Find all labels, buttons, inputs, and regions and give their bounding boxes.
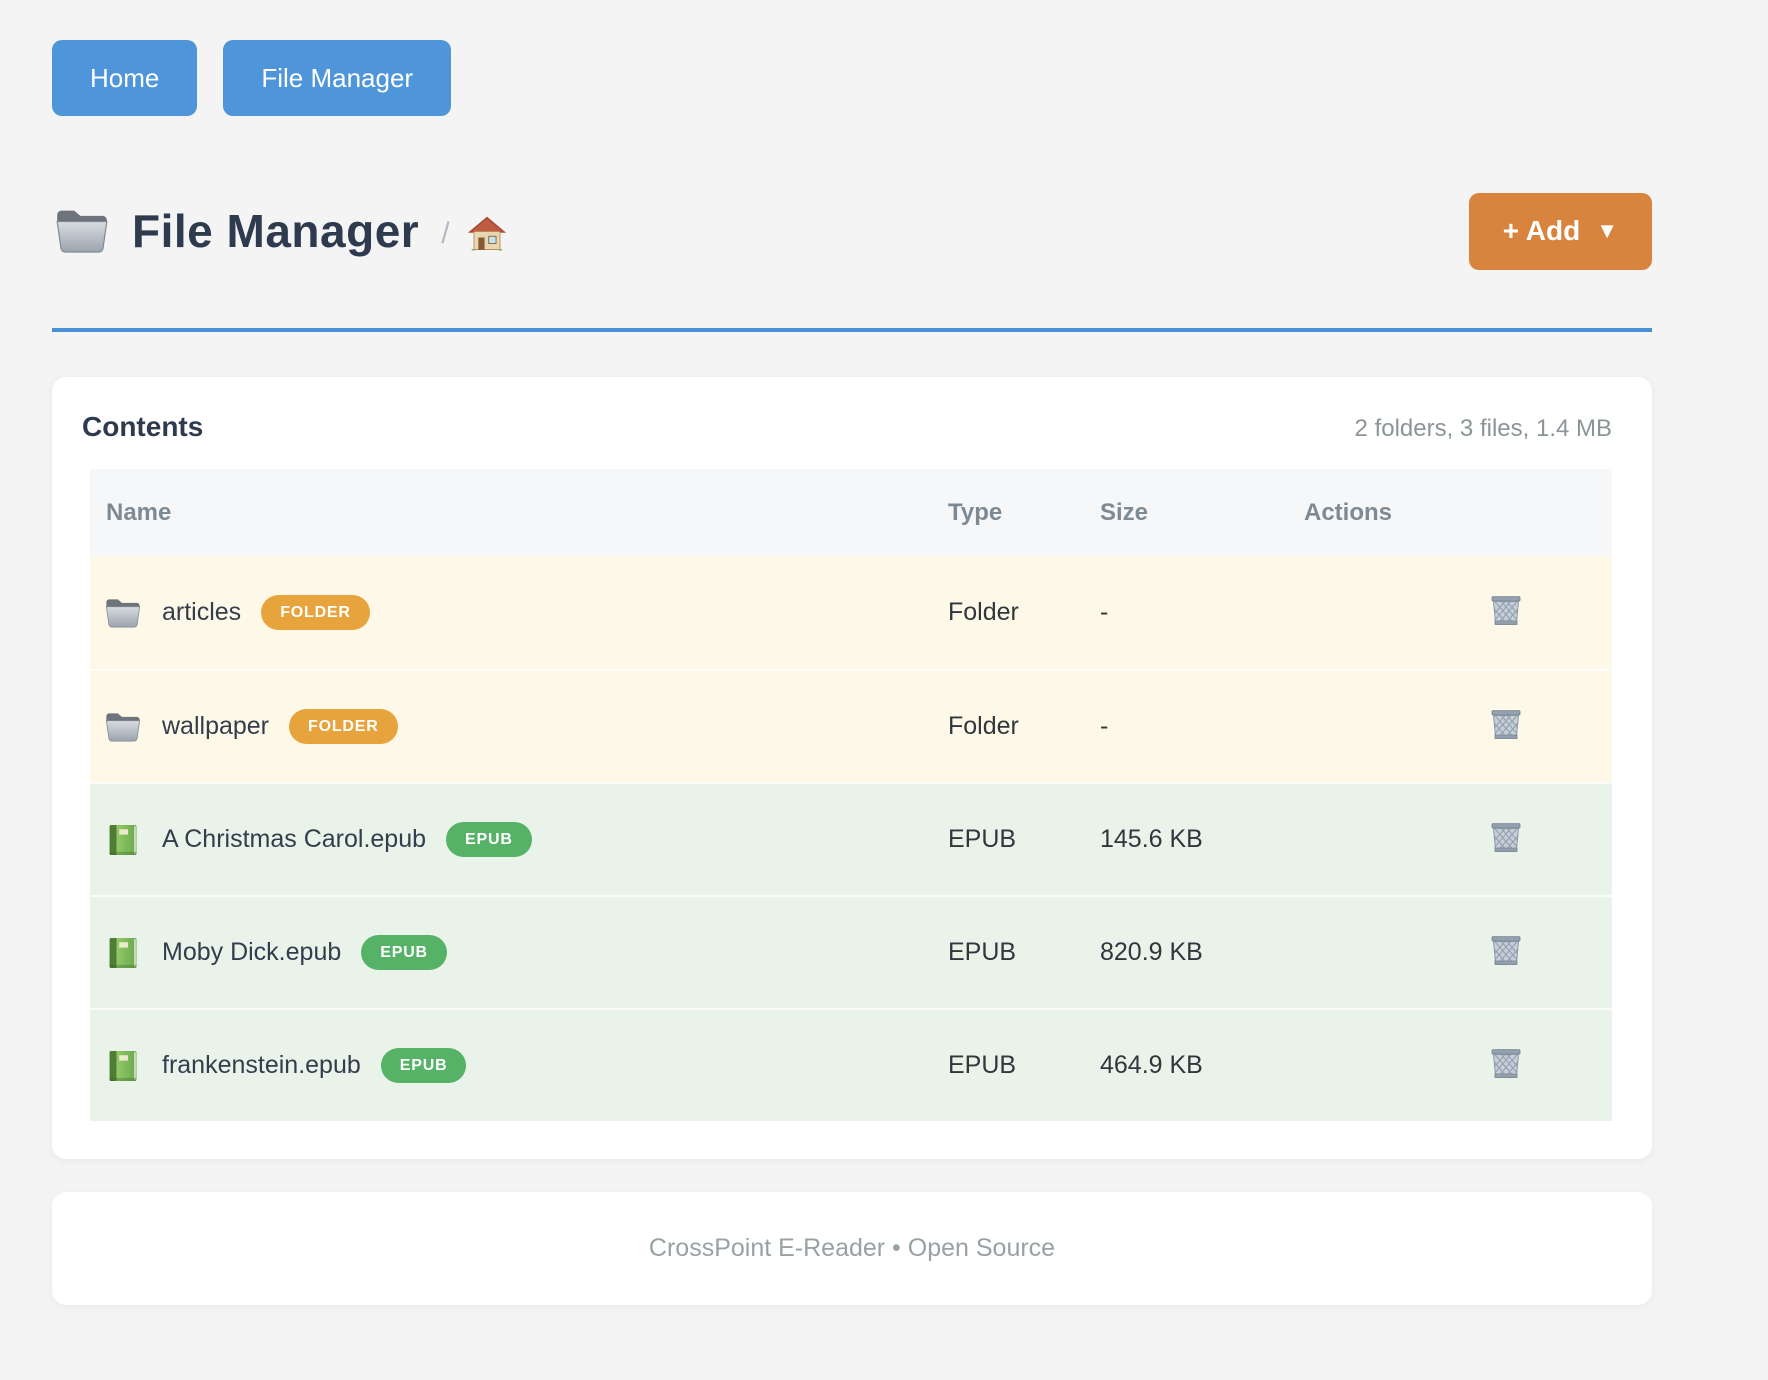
file-size: 820.9 KB (1100, 938, 1203, 966)
file-size: 145.6 KB (1100, 825, 1203, 853)
folder-icon (56, 210, 108, 253)
name-cell: Moby Dick.epub EPUB (90, 935, 948, 971)
page-header: File Manager / + Add ▼ (52, 190, 1652, 272)
name-cell: wallpaper FOLDER (90, 709, 948, 745)
trash-icon (1491, 936, 1521, 965)
book-icon (109, 824, 137, 855)
file-table: Name Type Size Actions articles FOLDER F… (90, 469, 1612, 1121)
type-badge: EPUB (380, 1048, 467, 1083)
type-badge: FOLDER (289, 709, 398, 744)
table-header-row: Name Type Size Actions (90, 469, 1612, 556)
book-icon (109, 937, 137, 968)
trash-icon (1491, 596, 1521, 625)
footer-text: CrossPoint E-Reader • Open Source (648, 1234, 1056, 1262)
type-badge: EPUB (361, 935, 447, 970)
nav-home-button[interactable]: Home (52, 40, 198, 116)
folder-icon (105, 598, 141, 627)
file-type: EPUB (948, 1051, 1017, 1079)
actions-cell (1304, 1042, 1612, 1089)
name-cell: articles FOLDER (90, 595, 948, 631)
delete-button[interactable] (1486, 703, 1526, 745)
breadcrumb-separator: / (441, 217, 450, 250)
trash-icon (1491, 1049, 1521, 1078)
contents-card-head: Contents 2 folders, 3 files, 1.4 MB (82, 411, 1614, 443)
table-row[interactable]: frankenstein.epub EPUB EPUB 464.9 KB (90, 1008, 1612, 1121)
file-type: EPUB (948, 825, 1017, 853)
type-badge: FOLDER (261, 595, 370, 630)
file-name: articles (162, 598, 242, 626)
delete-button[interactable] (1486, 1042, 1526, 1084)
table-row[interactable]: articles FOLDER Folder - (90, 556, 1612, 669)
contents-card: Contents 2 folders, 3 files, 1.4 MB Name… (52, 377, 1652, 1159)
table-row[interactable]: Moby Dick.epub EPUB EPUB 820.9 KB (90, 895, 1612, 1008)
file-size: - (1100, 712, 1109, 740)
column-header-actions: Actions (1304, 498, 1393, 526)
add-button-label: + Add (1502, 215, 1581, 246)
file-size: 464.9 KB (1100, 1051, 1203, 1079)
file-type: Folder (948, 712, 1019, 740)
type-badge: EPUB (446, 822, 532, 857)
name-cell: A Christmas Carol.epub EPUB (90, 822, 948, 858)
footer-card: CrossPoint E-Reader • Open Source (52, 1192, 1652, 1305)
file-type: EPUB (948, 938, 1017, 966)
contents-heading: Contents (82, 411, 204, 442)
breadcrumb-home-link[interactable] (466, 214, 508, 257)
top-nav: Home File Manager (52, 40, 1652, 116)
column-header-type: Type (948, 498, 1003, 526)
trash-icon (1491, 823, 1521, 852)
delete-button[interactable] (1486, 816, 1526, 858)
home-icon (467, 216, 506, 251)
contents-summary: 2 folders, 3 files, 1.4 MB (1354, 415, 1612, 442)
file-name: A Christmas Carol.epub (162, 825, 427, 853)
column-header-size: Size (1100, 498, 1149, 526)
nav-file-manager-button[interactable]: File Manager (223, 40, 452, 116)
page-title: File Manager (132, 205, 420, 257)
actions-cell (1304, 589, 1612, 636)
table-row[interactable]: A Christmas Carol.epub EPUB EPUB 145.6 K… (90, 782, 1612, 895)
book-icon (109, 1050, 137, 1081)
title-group: File Manager / (52, 204, 508, 258)
table-row[interactable]: wallpaper FOLDER Folder - (90, 669, 1612, 782)
file-name: Moby Dick.epub (162, 938, 342, 966)
file-size: - (1100, 598, 1109, 626)
table-body: articles FOLDER Folder - (90, 556, 1612, 1121)
name-cell: frankenstein.epub EPUB (90, 1048, 948, 1084)
column-header-name: Name (106, 498, 172, 526)
file-type: Folder (948, 598, 1019, 626)
actions-cell (1304, 703, 1612, 750)
delete-button[interactable] (1486, 929, 1526, 971)
page: Home File Manager File Manager / (52, 40, 1652, 1305)
actions-cell (1304, 929, 1612, 976)
add-button[interactable]: + Add ▼ (1468, 192, 1652, 270)
caret-down-icon: ▼ (1596, 218, 1618, 243)
file-name: wallpaper (162, 712, 270, 740)
file-name: frankenstein.epub (162, 1051, 361, 1079)
trash-icon (1491, 710, 1521, 739)
folder-icon (105, 712, 141, 741)
delete-button[interactable] (1486, 589, 1526, 631)
actions-cell (1304, 816, 1612, 863)
title-divider (52, 328, 1652, 332)
